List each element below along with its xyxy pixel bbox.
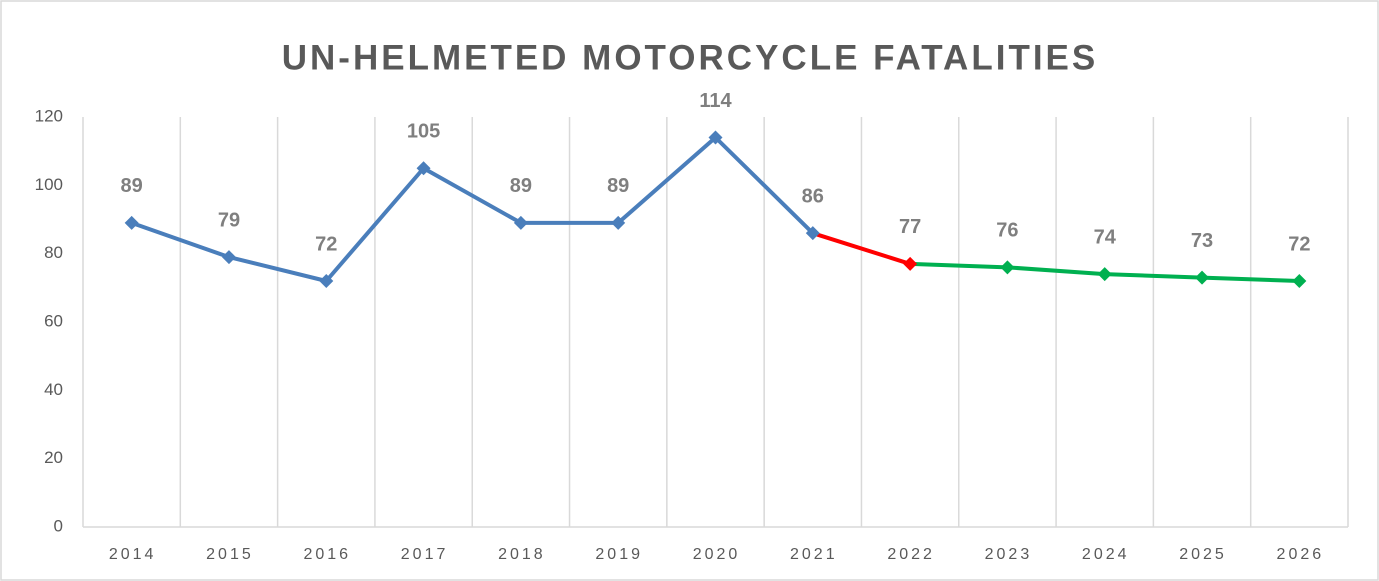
x-tick-label: 2024 bbox=[1082, 546, 1130, 563]
x-tick-label: 2020 bbox=[693, 546, 741, 563]
data-label: 89 bbox=[121, 175, 143, 197]
x-tick-label: 2014 bbox=[109, 546, 157, 563]
x-tick-label: 2021 bbox=[790, 546, 838, 563]
line-segment bbox=[713, 135, 815, 236]
data-label: 76 bbox=[996, 220, 1018, 242]
x-tick-label: 2015 bbox=[206, 546, 254, 563]
line-segment bbox=[129, 220, 231, 260]
y-tick-label: 60 bbox=[44, 311, 63, 330]
marker bbox=[1292, 274, 1307, 288]
y-tick-label: 0 bbox=[54, 516, 63, 535]
data-label: 72 bbox=[1288, 233, 1310, 255]
data-label: 74 bbox=[1094, 226, 1117, 248]
marker bbox=[513, 215, 528, 230]
data-label: 114 bbox=[699, 90, 732, 112]
marker bbox=[416, 161, 431, 176]
y-tick-label: 40 bbox=[44, 380, 63, 399]
marker bbox=[1195, 270, 1210, 285]
data-label: 86 bbox=[802, 185, 824, 207]
x-tick-label: 2023 bbox=[985, 546, 1033, 563]
y-tick-label: 20 bbox=[44, 448, 63, 467]
x-tick-label: 2016 bbox=[303, 546, 351, 563]
x-tick-label: 2022 bbox=[887, 546, 935, 563]
x-tick-label: 2019 bbox=[595, 546, 643, 563]
marker bbox=[319, 274, 334, 288]
x-tick-label: 2026 bbox=[1277, 546, 1325, 563]
data-label: 89 bbox=[510, 175, 532, 197]
y-tick-label: 100 bbox=[35, 175, 63, 194]
chart-title: UN-HELMETED MOTORCYCLE FATALITIES bbox=[282, 38, 1098, 77]
line-segment bbox=[1005, 265, 1107, 277]
x-tick-label: 2025 bbox=[1179, 546, 1227, 563]
line-segment bbox=[616, 135, 718, 225]
marker bbox=[611, 215, 626, 230]
data-label: 73 bbox=[1191, 230, 1213, 252]
marker bbox=[805, 226, 820, 241]
data-label: 72 bbox=[315, 233, 337, 255]
marker bbox=[1000, 260, 1015, 275]
data-label: 79 bbox=[218, 209, 240, 231]
marker bbox=[221, 250, 236, 265]
marker bbox=[124, 215, 139, 230]
x-tick-label: 2017 bbox=[401, 546, 449, 563]
data-label: 105 bbox=[407, 121, 440, 143]
line-segment bbox=[908, 261, 1010, 270]
line-segment bbox=[1102, 272, 1205, 280]
line-segment bbox=[324, 166, 426, 283]
x-tick-label: 2018 bbox=[498, 546, 546, 563]
data-label: 77 bbox=[899, 216, 921, 238]
line-segment bbox=[1200, 275, 1302, 283]
data-label: 89 bbox=[607, 175, 629, 197]
y-tick-label: 120 bbox=[35, 106, 63, 125]
y-tick-label: 80 bbox=[44, 243, 63, 262]
line-segment bbox=[226, 255, 329, 283]
marker bbox=[903, 256, 918, 271]
marker bbox=[1097, 267, 1112, 282]
line-segment bbox=[421, 166, 523, 225]
marker bbox=[708, 130, 723, 145]
line-segment bbox=[810, 231, 913, 266]
